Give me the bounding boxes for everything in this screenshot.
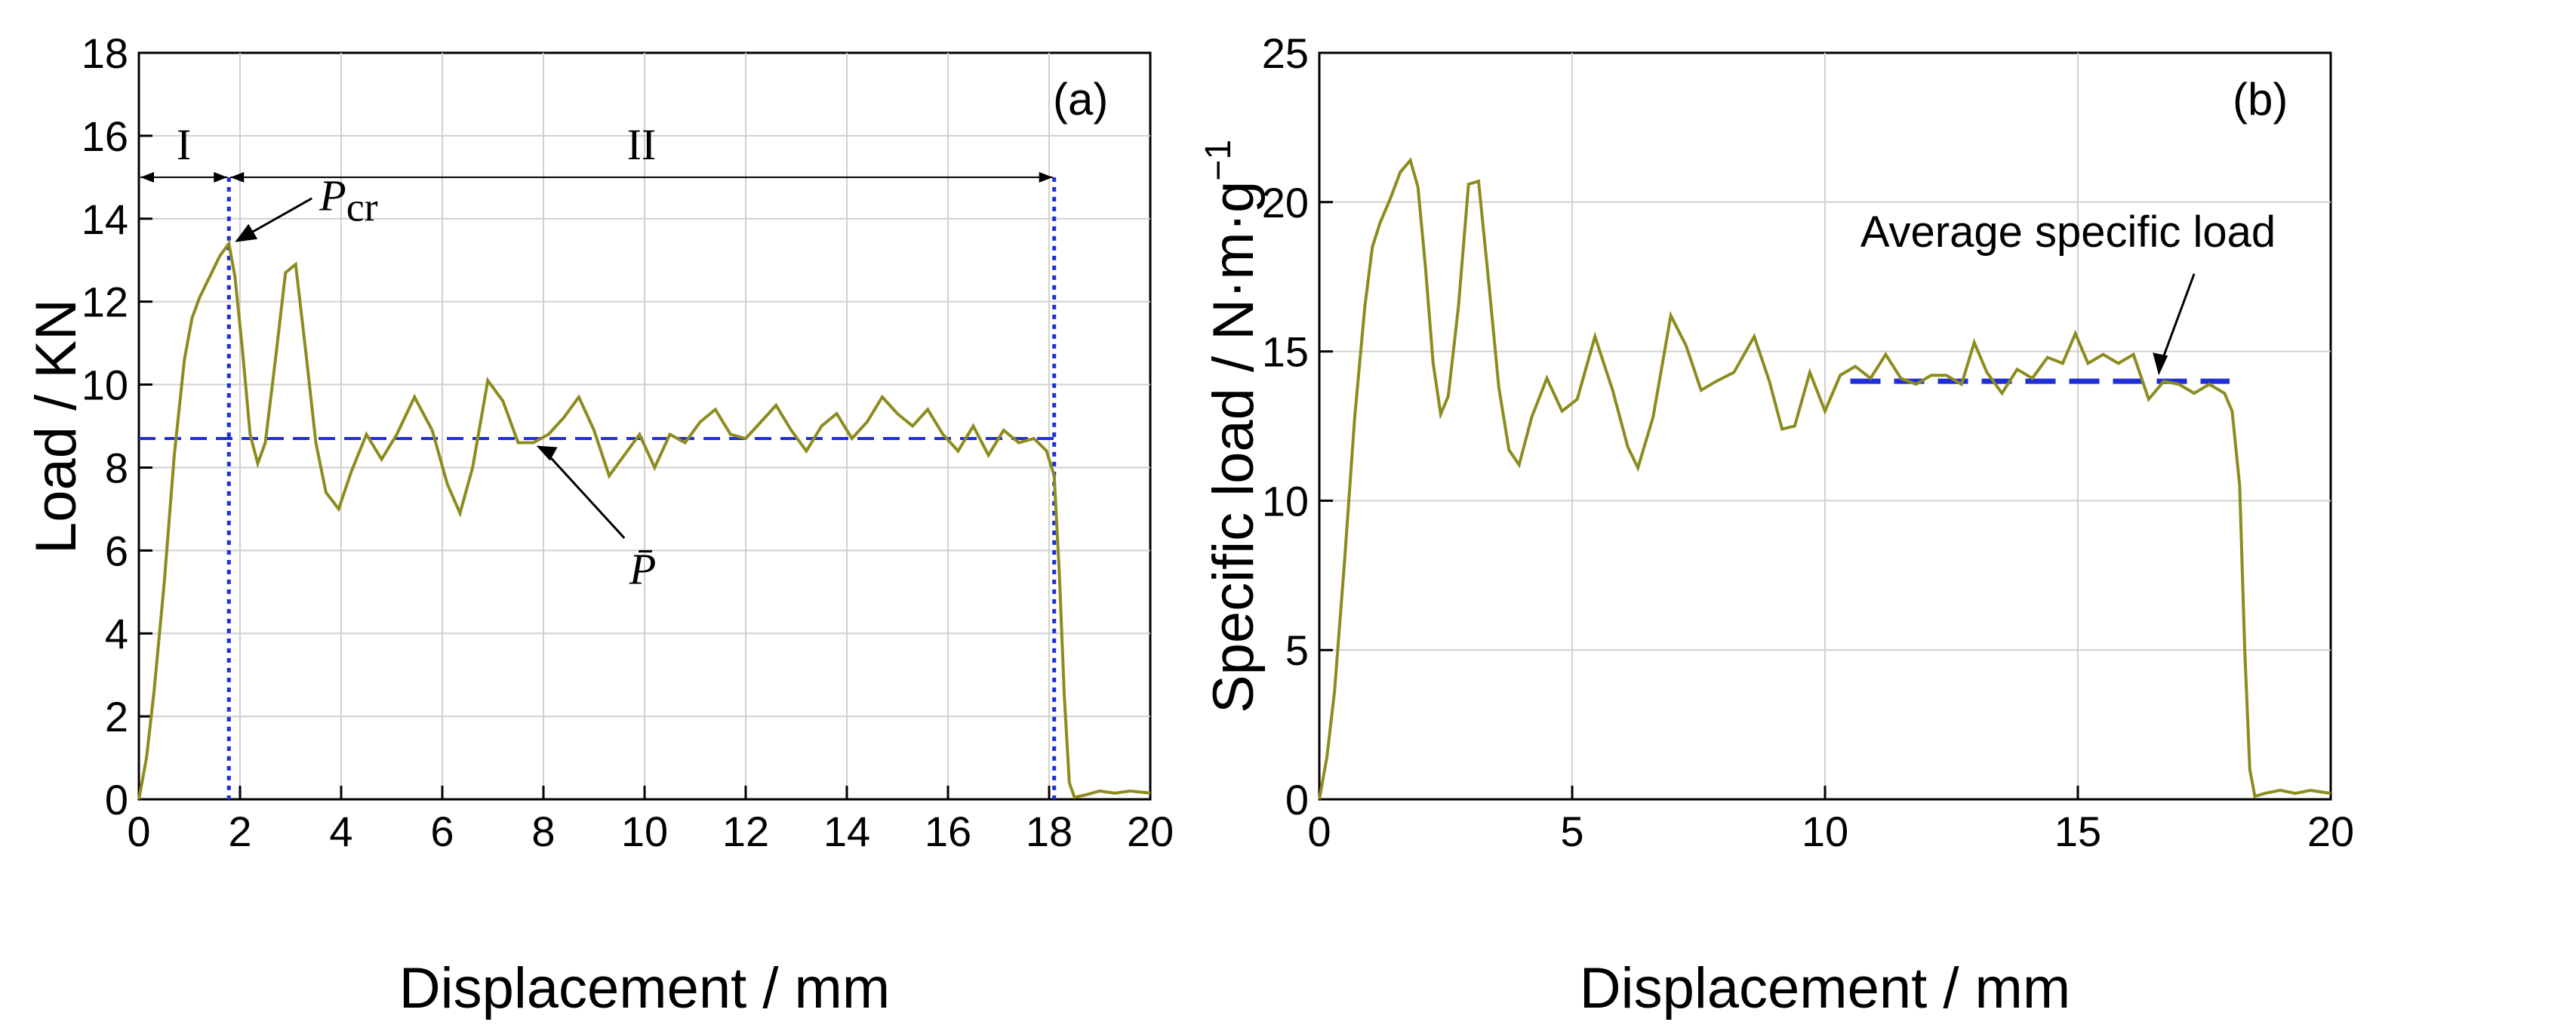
a-y-tick-label: 14: [82, 195, 128, 243]
a-x-tick-label: 0: [127, 808, 150, 855]
panel-a-peak-label-sub: cr: [346, 185, 378, 230]
a-y-tick-label: 4: [105, 610, 128, 657]
a-y-tick-label: 6: [105, 527, 128, 574]
panel-a-mean-arrow-line: [543, 449, 626, 539]
a-y-tick-label: 12: [82, 279, 128, 326]
a-x-tick-label: 12: [722, 808, 769, 855]
panel-b-x-axis-title: Displacement / mm: [1580, 956, 2070, 1020]
panel-a-region-arrowhead: [140, 171, 154, 183]
panel-b-y-axis-title-superscript: −1: [1199, 140, 1239, 181]
a-y-tick-label: 16: [82, 112, 128, 160]
a-y-tick-label: 8: [105, 444, 128, 491]
a-y-tick-label: 10: [82, 362, 128, 409]
panel-b-specific-load-curve: [1318, 157, 2331, 800]
a-x-tick-label: 10: [621, 808, 668, 855]
panel-b-gridlines: [1319, 53, 2331, 799]
b-x-tick-label: 15: [2054, 808, 2101, 855]
panel-b-label: (b): [2233, 74, 2288, 125]
a-x-tick-label: 2: [228, 808, 251, 855]
panel-b-chart: 0 5 10 15 20 0 5 10 15 20 25 Average specific load…: [1199, 29, 2354, 1020]
panel-a-y-axis-title: Load / KN: [24, 299, 88, 554]
b-x-tick-label: 20: [2307, 808, 2354, 855]
panel-b-y-axis-title-main: Specific load / N·m·g: [1202, 181, 1266, 713]
a-y-tick-label: 0: [105, 776, 128, 823]
b-y-tick-label: 0: [1285, 776, 1309, 823]
a-x-tick-label: 6: [430, 808, 454, 855]
a-y-tick-label: 2: [105, 693, 128, 740]
panel-b-ticks: 0 5 10 15 20 0 5 10 15 20 25: [1262, 29, 2354, 855]
b-y-tick-label: 15: [1262, 328, 1309, 376]
panel-a-mean-label: P̄: [629, 544, 656, 593]
panel-a-mean-arrowhead: [536, 445, 558, 461]
a-x-tick-label: 14: [823, 808, 870, 855]
b-y-tick-label: 10: [1262, 477, 1309, 525]
panel-a-region-arrowhead: [214, 171, 228, 183]
panel-a-gridlines: [139, 53, 1150, 799]
a-x-tick-label: 4: [329, 808, 352, 855]
b-y-tick-label: 25: [1262, 29, 1309, 77]
panel-a-peak-arrowhead: [235, 223, 258, 242]
panel-b-annotations: Average specific load: [1850, 208, 2276, 384]
panel-a-x-axis-title: Displacement / mm: [399, 956, 890, 1020]
a-x-tick-label: 20: [1127, 808, 1174, 855]
panel-b-average-label: Average specific load: [1860, 208, 2276, 257]
panel-a-region-label-i: I: [177, 120, 191, 169]
a-y-tick-label: 18: [82, 29, 128, 77]
panel-a-region-arrowhead: [230, 171, 245, 183]
b-y-tick-label: 5: [1285, 626, 1309, 674]
panel-a-load-curve: [137, 239, 1151, 800]
panel-b-y-axis-title: Specific load / N·m·g−1: [1199, 140, 1266, 713]
a-x-tick-label: 8: [531, 808, 555, 855]
a-x-tick-label: 16: [925, 808, 971, 855]
panel-b-average-arrowhead: [2153, 352, 2168, 376]
panel-b-average-arrow-line: [2159, 273, 2196, 364]
b-x-tick-label: 10: [1802, 808, 1848, 855]
panel-a-peak-arrow-line: [242, 197, 312, 239]
a-x-tick-label: 18: [1026, 808, 1073, 855]
panel-a-peak-label-main: P: [319, 171, 346, 220]
panel-a-ticks: 0 2 4 6 8 10 12 14 16 18 20 0 2 4 6 8 10 12 14 16 18: [82, 29, 1174, 855]
b-y-tick-label: 20: [1262, 179, 1309, 226]
panel-a-label: (a): [1053, 74, 1108, 125]
b-x-tick-label: 5: [1560, 808, 1583, 855]
panel-a-region-label-ii: II: [627, 120, 657, 169]
panel-a-peak-label: Pcr: [319, 171, 377, 230]
b-x-tick-label: 0: [1307, 808, 1331, 855]
panel-a-region-arrowhead: [1039, 171, 1053, 183]
